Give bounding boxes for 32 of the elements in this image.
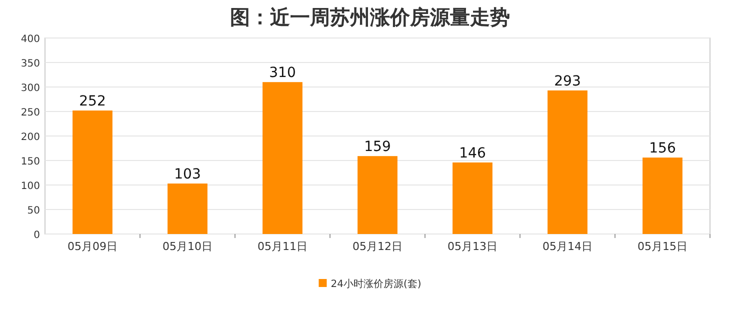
chart-title: 图：近一周苏州涨价房源量走势 xyxy=(230,5,510,29)
y-tick-label: 0 xyxy=(34,230,40,241)
y-tick-label: 50 xyxy=(27,206,40,216)
data-label: 159 xyxy=(364,139,391,156)
x-tick-label: 05月12日 xyxy=(352,240,402,253)
y-tick-label: 150 xyxy=(20,156,40,168)
y-tick-label: 300 xyxy=(20,83,40,94)
data-label: 293 xyxy=(554,73,581,90)
x-tick-label: 05月13日 xyxy=(448,240,498,253)
data-label: 252 xyxy=(79,94,106,110)
data-label: 146 xyxy=(459,145,486,162)
x-tick-label: 05月15日 xyxy=(638,240,688,253)
bar xyxy=(262,82,302,234)
legend-label: 24小时涨价房源(套) xyxy=(330,278,422,290)
data-label: 103 xyxy=(174,166,201,183)
data-label: 310 xyxy=(269,65,296,82)
bar xyxy=(642,158,682,234)
x-tick-label: 05月09日 xyxy=(68,240,118,253)
bar xyxy=(72,110,112,234)
data-label: 156 xyxy=(649,140,676,157)
bar xyxy=(548,90,588,234)
y-tick-label: 250 xyxy=(20,108,40,118)
bar xyxy=(168,184,208,234)
x-tick-label: 05月10日 xyxy=(162,240,212,253)
y-tick-label: 200 xyxy=(20,132,40,143)
y-tick-label: 350 xyxy=(20,58,40,70)
x-tick-label: 05月11日 xyxy=(258,240,308,253)
bar xyxy=(358,156,398,234)
y-tick-label: 400 xyxy=(20,34,40,45)
y-tick-label: 100 xyxy=(20,181,40,192)
bar xyxy=(452,162,492,234)
x-tick-label: 05月14日 xyxy=(542,240,592,253)
